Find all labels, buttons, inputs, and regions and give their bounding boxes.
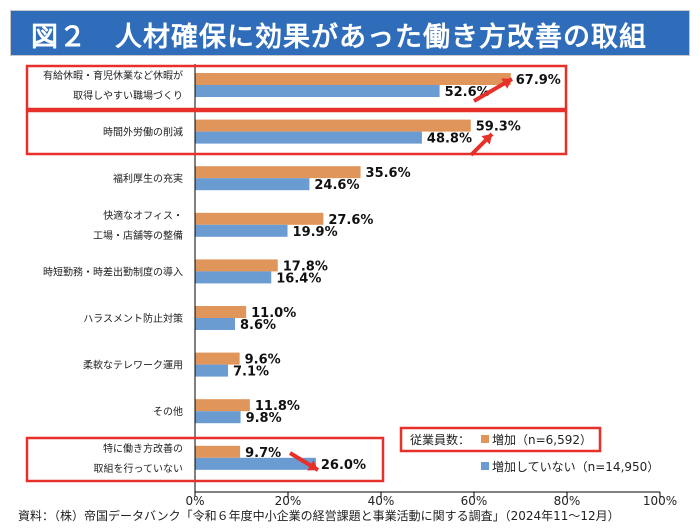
data-label: 9.6% [245, 353, 281, 368]
category-label: 取得しやすい職場づくり [73, 89, 183, 102]
arrow-head-icon [481, 134, 492, 145]
data-label: 26.0% [321, 458, 366, 473]
bar-no-increase [195, 85, 440, 97]
bar-no-increase [195, 411, 241, 424]
category-label: 福利厚生の充実 [113, 172, 183, 185]
bar-no-increase [195, 318, 235, 330]
data-label: 24.6% [314, 178, 359, 193]
legend-swatch-no-increase [481, 462, 489, 470]
x-tick-label: 100% [643, 494, 677, 508]
bar-no-increase [195, 364, 229, 377]
bar-increase [195, 352, 240, 365]
category-label: 時短勤務・時差出勤制度の導入 [43, 265, 183, 278]
bar-no-increase [195, 131, 422, 144]
bar-increase [195, 119, 471, 132]
data-label: 9.8% [246, 411, 282, 426]
highlight-box [25, 109, 568, 156]
data-label: 17.8% [283, 259, 328, 274]
data-label: 35.6% [366, 166, 411, 181]
data-label: 27.6% [328, 213, 373, 228]
legend-label-no-increase: 増加していない（n=14,950） [492, 460, 659, 474]
data-label: 59.3% [476, 120, 521, 135]
legend-title: 従業員数： [410, 432, 470, 447]
legend-highlight-box [399, 426, 602, 453]
category-label: 特に働き方改善の [103, 442, 183, 455]
category-label: ハラスメント防止対策 [83, 312, 183, 325]
title-bar: 図２ 人材確保に効果があった働き方改善の取組 [10, 10, 690, 56]
category-label: 柔軟なテレワーク運用 [83, 359, 183, 372]
x-tick-label: 0% [185, 494, 204, 508]
bar-no-increase [195, 178, 310, 191]
data-label: 8.6% [240, 318, 276, 333]
bar-increase [195, 445, 241, 458]
bar-increase [195, 166, 361, 179]
x-tick-label: 60% [461, 494, 488, 508]
x-tick-label: 40% [368, 494, 395, 508]
category-label: 取組を行っていない [94, 462, 184, 475]
category-label: 有給休暇・育児休業など休暇が [43, 69, 183, 82]
bar-no-increase [195, 271, 272, 284]
arrow-head-icon [501, 78, 512, 89]
bar-no-increase [195, 457, 316, 470]
highlight-box [25, 64, 568, 111]
category-label: 快適なオフィス・ [103, 209, 183, 222]
data-label: 11.0% [251, 306, 296, 321]
legend-swatch-increase [481, 435, 489, 443]
legend-label-increase: 増加（n=6,592） [492, 433, 592, 447]
highlight-box [25, 436, 385, 483]
data-label: 11.8% [255, 399, 300, 414]
data-label: 7.1% [233, 365, 269, 380]
data-label: 48.8% [427, 132, 472, 147]
category-label: 工場・店舗等の整備 [93, 229, 183, 242]
chart-title: 図２ 人材確保に効果があった働き方改善の取組 [31, 22, 647, 53]
data-label: 19.9% [293, 225, 338, 240]
bar-increase [195, 73, 511, 85]
data-label: 9.7% [245, 446, 281, 461]
category-label: その他 [153, 405, 183, 418]
bar-increase [195, 399, 250, 412]
bar-increase [195, 259, 278, 272]
arrow-head-icon [307, 460, 318, 471]
data-label: 67.9% [516, 73, 561, 88]
x-tick-label: 20% [275, 494, 302, 508]
data-label: 16.4% [276, 271, 321, 286]
source-note: 資料：（株）帝国データバンク「令和６年度中小企業の経営課題と事業活動に関する調査… [18, 509, 620, 523]
bar-increase [195, 212, 324, 225]
x-tick-label: 80% [554, 494, 581, 508]
bar-increase [195, 306, 247, 318]
category-label: 時間外労働の削減 [103, 126, 183, 139]
bar-no-increase [195, 224, 288, 237]
